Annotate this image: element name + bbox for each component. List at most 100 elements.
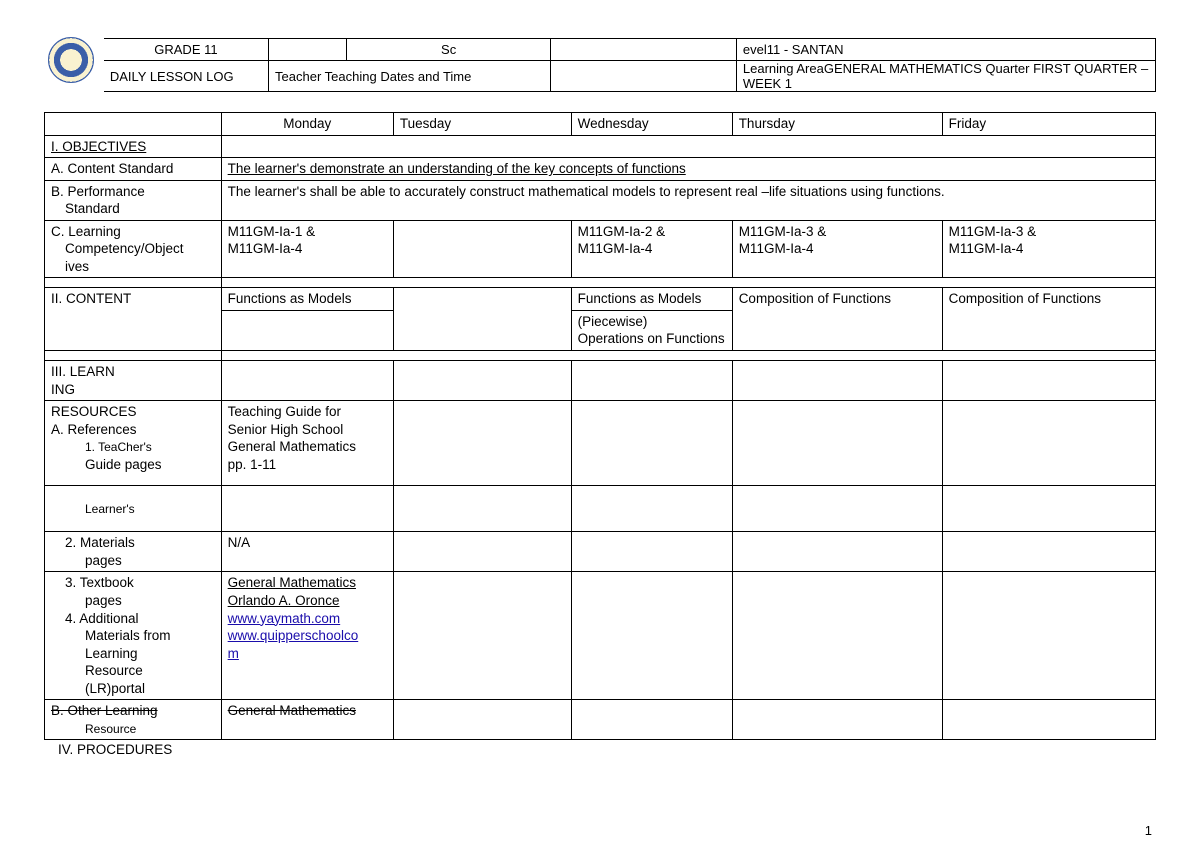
- blank-cell: [732, 486, 942, 532]
- logo-cell: [44, 39, 104, 92]
- page-number: 1: [1145, 823, 1152, 838]
- other-lr-label-2: Resource: [51, 722, 136, 738]
- blank-cell: [571, 532, 732, 572]
- learn-head-1: III. LEARN: [51, 364, 115, 379]
- blank-cell: [221, 135, 1155, 158]
- content-friday: Composition of Functions: [942, 288, 1155, 351]
- lc-label-3: ives: [51, 258, 89, 276]
- materials-text: N/A: [221, 532, 393, 572]
- content-wed-2: (Piecewise): [578, 314, 648, 329]
- lc-thu-1: M11GM-Ia-3 &: [739, 224, 827, 239]
- lc-wednesday: M11GM-Ia-2 & M11GM-Ia-4: [571, 220, 732, 278]
- lc-friday: M11GM-Ia-3 & M11GM-Ia-4: [942, 220, 1155, 278]
- lc-fri-2: M11GM-Ia-4: [949, 241, 1024, 256]
- textbook-label-2: pages: [51, 592, 122, 610]
- other-lr-label: B. Other Learning Resource: [45, 700, 222, 740]
- tg-text-3: General Mathematics: [228, 439, 356, 454]
- content-monday: Functions as Models: [221, 288, 393, 311]
- learning-head: III. LEARN ING: [45, 361, 222, 401]
- day-tuesday: Tuesday: [393, 113, 571, 136]
- blank-cell: [393, 361, 571, 401]
- materials-label-1: 2. Materials: [51, 534, 135, 552]
- content-standard-text: The learner's demonstrate an understandi…: [221, 158, 1155, 181]
- blank-cell: [269, 39, 347, 61]
- blank-cell: [393, 401, 571, 486]
- blank-cell: [732, 361, 942, 401]
- blank-cell: [732, 401, 942, 486]
- day-wednesday: Wednesday: [571, 113, 732, 136]
- blank-cell: [393, 700, 571, 740]
- tg-text-1: Teaching Guide for: [228, 404, 341, 419]
- blank-cell: [221, 486, 393, 532]
- materials-label-2: pages: [51, 552, 122, 570]
- day-header-row: Monday Tuesday Wednesday Thursday Friday: [45, 113, 1156, 136]
- tg-text-2: Senior High School: [228, 422, 344, 437]
- content-thursday: Composition of Functions: [732, 288, 942, 351]
- content-wednesday-1: Functions as Models: [571, 288, 732, 311]
- blank-cell: [942, 700, 1155, 740]
- blank-cell: [45, 113, 222, 136]
- addl-link-2b[interactable]: m: [228, 646, 239, 661]
- content-head-text: II. CONTENT: [51, 291, 131, 306]
- tg-label-2: Guide pages: [51, 456, 162, 474]
- blank-cell: [571, 700, 732, 740]
- blank-cell: [732, 572, 942, 700]
- resources-label-cell: RESOURCES A. References 1. TeaCher's Gui…: [45, 401, 222, 486]
- blank-cell: [551, 61, 736, 92]
- blank-cell: [942, 572, 1155, 700]
- blank-cell: [942, 401, 1155, 486]
- grade-label: GRADE 11: [104, 39, 269, 61]
- addl-label-2: Materials from: [51, 627, 171, 645]
- lesson-log-table: Monday Tuesday Wednesday Thursday Friday…: [44, 112, 1156, 740]
- addl-link-2a[interactable]: www.quipperschoolco: [228, 628, 359, 643]
- textbook-text-2: Orlando A. Oronce: [228, 593, 340, 608]
- resources-label: RESOURCES: [51, 404, 137, 419]
- blank-cell: [393, 486, 571, 532]
- addl-label-3: Learning: [51, 645, 138, 663]
- textbook-addl-label: 3. Textbook pages 4. Additional Material…: [45, 572, 222, 700]
- performance-standard-text: The learner's shall be able to accuratel…: [221, 180, 1155, 220]
- content-standard-label: A. Content Standard: [45, 158, 222, 181]
- objectives-head-text: I. OBJECTIVES: [51, 139, 146, 154]
- content-standard-underline: The learner's demonstrate an understandi…: [228, 161, 686, 176]
- procedures-head: IV. PROCEDURES: [44, 740, 1156, 757]
- blank-cell: [393, 572, 571, 700]
- content-wed-3: Operations on Functions: [578, 331, 725, 346]
- day-thursday: Thursday: [732, 113, 942, 136]
- lc-wed-2: M11GM-Ia-4: [578, 241, 653, 256]
- lc-mon-2: M11GM-Ia-4: [228, 241, 303, 256]
- learners-label: Learner's: [45, 486, 222, 532]
- learn-head-2: ING: [51, 382, 75, 397]
- textbook-label-1: 3. Textbook: [51, 574, 134, 592]
- content-head: II. CONTENT: [45, 288, 222, 351]
- addl-link-1[interactable]: www.yaymath.com: [228, 611, 341, 626]
- references-label: A. References: [51, 422, 137, 437]
- textbook-text-1: General Mathematics: [228, 575, 356, 590]
- sc-label: Sc: [346, 39, 551, 61]
- deped-logo-icon: [48, 37, 94, 83]
- perf-label-2: Standard: [51, 200, 120, 218]
- other-lr-label-1: B. Other Learning: [51, 703, 158, 718]
- objectives-head: I. OBJECTIVES: [45, 135, 222, 158]
- lc-label-2: Competency/Object: [51, 240, 184, 258]
- content-wednesday-2: (Piecewise) Operations on Functions: [571, 310, 732, 350]
- blank-cell: [571, 361, 732, 401]
- blank-cell: [551, 39, 736, 61]
- day-monday: Monday: [221, 113, 393, 136]
- dll-label: DAILY LESSON LOG: [104, 61, 269, 92]
- blank-cell: [571, 401, 732, 486]
- lc-thursday: M11GM-Ia-3 & M11GM-Ia-4: [732, 220, 942, 278]
- content-tuesday: [393, 288, 571, 351]
- blank-cell: [942, 486, 1155, 532]
- blank-cell: [942, 532, 1155, 572]
- addl-label-5: (LR)portal: [51, 680, 145, 698]
- lc-label-1: C. Learning: [51, 224, 121, 239]
- day-friday: Friday: [942, 113, 1155, 136]
- performance-standard-label: B. Performance Standard: [45, 180, 222, 220]
- lc-monday: M11GM-Ia-1 & M11GM-Ia-4: [221, 220, 393, 278]
- blank-cell: [732, 532, 942, 572]
- blank-cell: [732, 700, 942, 740]
- blank-cell: [393, 532, 571, 572]
- content-monday-2: [221, 310, 393, 350]
- tg-text-4: pp. 1-11: [228, 457, 277, 472]
